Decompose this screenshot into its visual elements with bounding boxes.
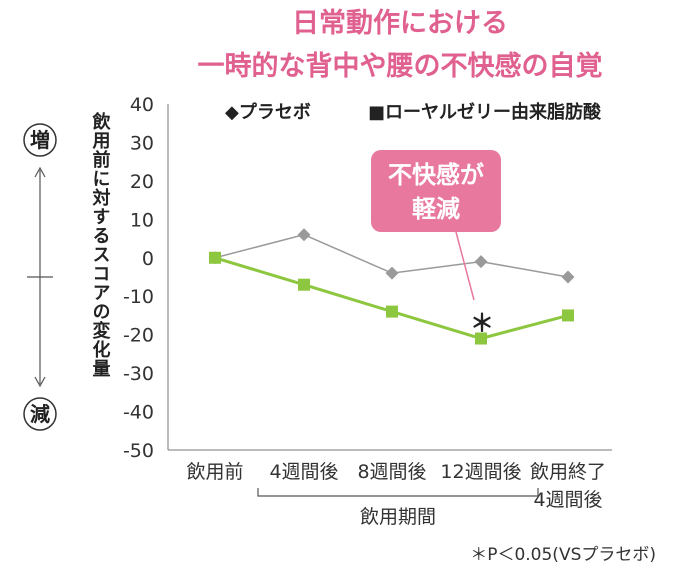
footnote: ＊P＜0.05(VSプラセボ) [470,545,656,565]
legend-item-placebo: ◆プラセボ [225,101,311,123]
y-axis-label: 飲用前に対するスコアの変化量 [90,111,112,378]
series-layer [208,228,575,345]
chart-title-line-1: 日常動作における [292,8,508,39]
x-tick-label: 8週間後 [357,461,426,483]
data-point-royal-jelly [386,305,398,318]
y-tick-label: -40 [123,402,154,424]
callout-pointer [455,231,475,301]
chart-title-line-2: 一時的な背中や腰の不快感の自覚 [198,50,603,82]
legend: ◆プラセボ ■ローヤルゼリー由来脂肪酸 [225,101,602,123]
left-scale: 増 減 [23,123,57,431]
y-tick-label: 0 [142,248,154,270]
data-point-royal-jelly [475,332,487,345]
period-bracket: 飲用期間 [257,488,539,528]
x-tick-label: 4週間後 [269,461,338,483]
y-tick-label: -30 [123,363,154,385]
data-point-royal-jelly [298,278,310,291]
y-ticks: 40 30 20 10 0 -10 -20 -30 -40 -50 [123,94,154,462]
y-tick-label: -10 [123,286,154,308]
x-tick-label: 飲用前 [186,461,243,483]
data-point-placebo [561,270,575,284]
data-point-royal-jelly [562,309,574,322]
period-bracket-line [257,488,539,497]
data-point-placebo [385,266,399,280]
data-point-royal-jelly [209,251,221,264]
legend-item-royal-jelly: ■ローヤルゼリー由来脂肪酸 [368,101,602,123]
callout-line-1: 不快感が [388,161,484,189]
x-tick-label: 飲用終了 [530,461,606,483]
y-tick-label: 40 [130,94,154,116]
callout-line-2: 軽減 [412,195,460,223]
increase-label: 増 [30,128,50,152]
data-point-placebo [297,228,311,242]
decrease-circle [23,397,57,431]
decrease-label: 減 [30,402,50,426]
x-tick-label: 4週間後 [533,489,602,511]
down-arrow-icon [34,376,46,388]
data-point-placebo [474,255,488,269]
y-tick-label: 20 [130,171,154,193]
increase-circle [23,123,57,157]
up-arrow-icon [34,166,46,178]
significance-marker: ＊ [470,309,494,337]
period-label: 飲用期間 [360,506,436,528]
y-tick-label: -20 [123,325,154,347]
y-tick-label: -50 [123,440,154,462]
x-tick-label: 12週間後 [440,461,521,483]
y-tick-label: 10 [130,209,154,231]
callout: 不快感が 軽減 ＊ [371,150,501,337]
y-tick-label: 30 [130,132,154,154]
x-ticks: 飲用前 4週間後 8週間後 12週間後 飲用終了 4週間後 [186,461,606,511]
callout-box [371,150,501,232]
